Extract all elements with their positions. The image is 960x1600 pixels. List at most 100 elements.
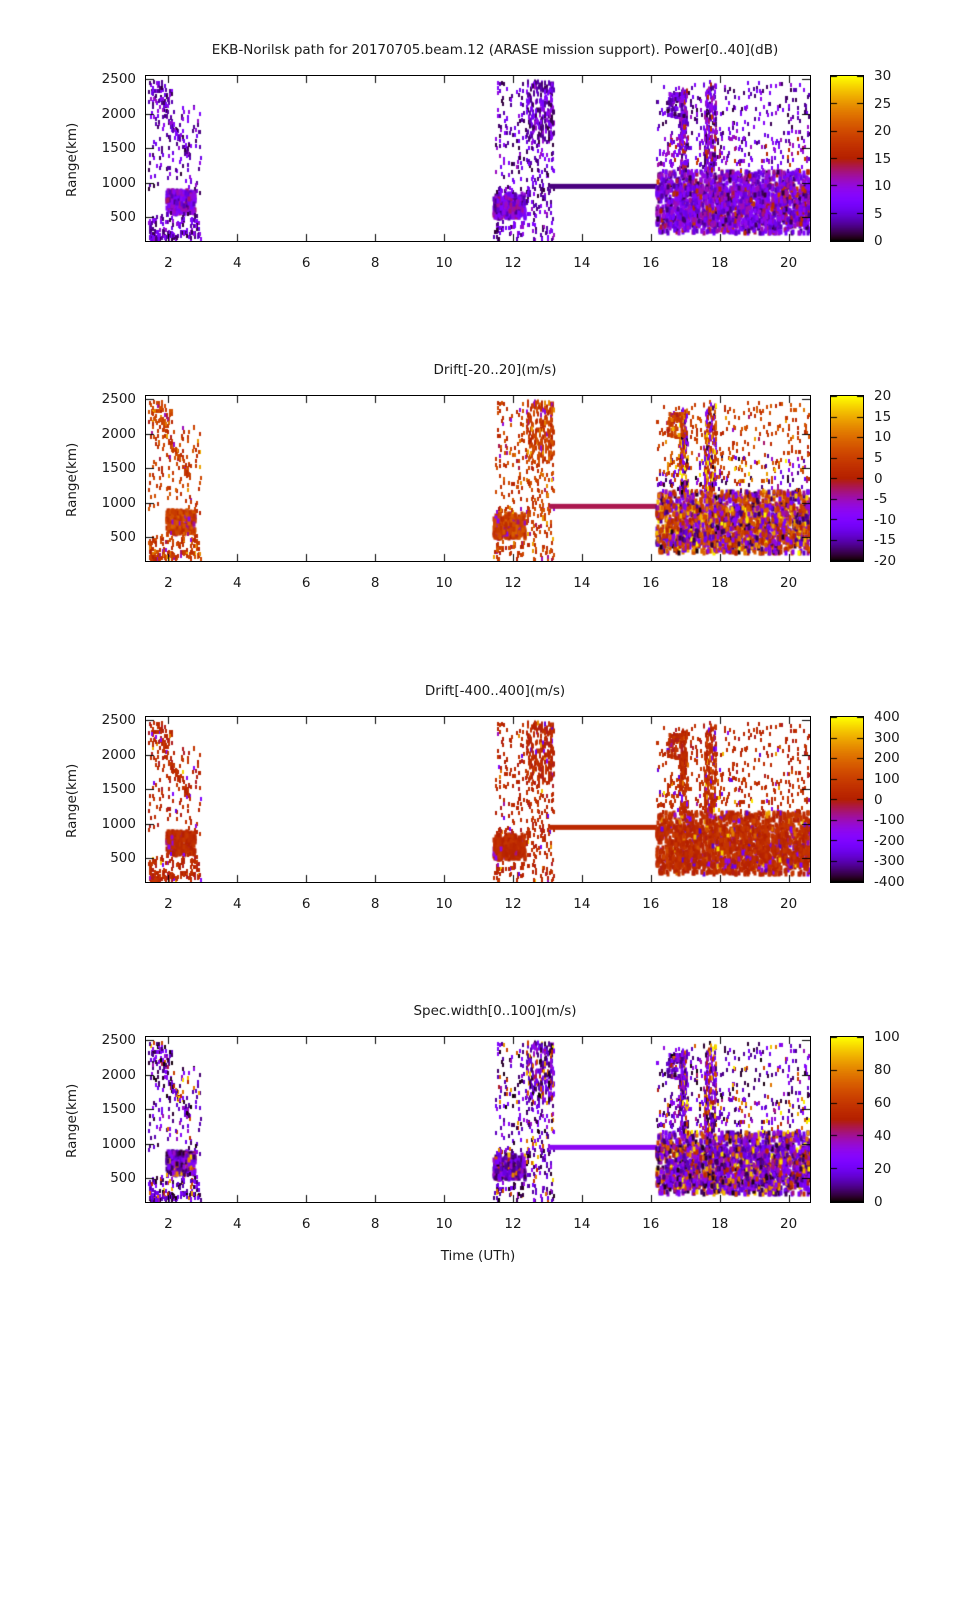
- colorbar-tick-label: 0: [874, 233, 883, 249]
- colorbar-border: [830, 716, 864, 883]
- x-tick-label: 4: [233, 575, 242, 591]
- x-tick-label: 2: [164, 255, 173, 271]
- x-tick-label: 6: [301, 575, 311, 591]
- colorbar-tick-label: 15: [874, 150, 892, 167]
- x-tick-label: 16: [642, 896, 660, 912]
- colorbar-tick-label: -15: [874, 532, 897, 549]
- panel-title: EKB-Norilsk path for 20170705.beam.12 (A…: [211, 42, 779, 58]
- colorbar-tick-label: 0: [874, 470, 883, 487]
- y-tick-label: 1000: [101, 815, 136, 832]
- x-tick-label: 12: [504, 896, 522, 912]
- y-tick-label: 500: [110, 528, 136, 545]
- panel-title: Drift[-20..20](m/s): [433, 362, 557, 378]
- x-tick-label: 18: [711, 1216, 729, 1232]
- y-tick-label: 1500: [101, 460, 136, 477]
- x-tick-label: 10: [435, 1216, 453, 1232]
- x-tick-label: 20: [780, 255, 798, 271]
- colorbar-tick-label: 5: [874, 449, 883, 466]
- colorbar-tick-label: 15: [874, 408, 892, 425]
- x-tick-label: 14: [573, 1216, 591, 1232]
- colorbar-tick-label: 25: [874, 95, 892, 112]
- x-tick-label: 8: [370, 896, 380, 912]
- x-tick-label: 2: [164, 896, 173, 912]
- colorbar-canvas-drift20: [831, 396, 863, 561]
- y-tick-label: 2000: [101, 1066, 136, 1083]
- colorbar-tick-label: 0: [874, 1194, 883, 1210]
- y-tick-label: 1500: [101, 1101, 136, 1118]
- colorbar-tick-label: -200: [874, 832, 905, 849]
- x-tick-label: 8: [370, 575, 380, 591]
- x-tick-label: 2: [164, 575, 173, 591]
- x-tick-label: 14: [573, 255, 591, 271]
- colorbar-tick-label: 40: [874, 1128, 892, 1144]
- x-tick-label: 4: [233, 1216, 242, 1232]
- x-tick-label: 6: [301, 896, 311, 912]
- colorbar-tick-label: 10: [874, 178, 892, 194]
- colorbar-tick-label: 5: [874, 205, 883, 222]
- colorbar-border: [830, 395, 864, 562]
- colorbar-tick-label: 80: [874, 1062, 892, 1078]
- x-tick-label: 20: [780, 896, 798, 912]
- y-tick-label: 2500: [101, 391, 136, 408]
- scatter-plot-canvas-power: [146, 76, 810, 241]
- y-tick-label: 1500: [101, 140, 136, 157]
- colorbar-tick-label: 300: [874, 729, 900, 746]
- y-tick-label: 1000: [101, 1135, 136, 1152]
- plot-border: [145, 716, 811, 883]
- colorbar-tick-label: 100: [874, 770, 900, 787]
- x-tick-label: 14: [573, 575, 591, 591]
- scatter-plot-canvas-spec: [146, 1037, 810, 1202]
- colorbar-tick-label: 200: [874, 750, 900, 767]
- x-tick-label: 10: [435, 575, 453, 591]
- colorbar-tick-label: 100: [874, 1029, 900, 1045]
- x-tick-label: 8: [370, 1216, 380, 1232]
- colorbar-tick-label: -20: [874, 553, 897, 569]
- colorbar-tick-label: -400: [874, 874, 905, 890]
- x-tick-label: 12: [504, 575, 522, 591]
- x-tick-label: 18: [711, 575, 729, 591]
- x-axis-label: Time (UTh): [440, 1248, 516, 1264]
- scatter-plot-canvas-drift20: [146, 396, 810, 561]
- colorbar-tick-label: -100: [874, 812, 905, 829]
- x-tick-label: 4: [233, 896, 242, 912]
- y-tick-label: 2000: [101, 105, 136, 122]
- x-tick-label: 14: [573, 896, 591, 912]
- colorbar-canvas-drift400: [831, 717, 863, 882]
- y-tick-label: 2500: [101, 1032, 136, 1049]
- y-tick-label: 500: [110, 1169, 136, 1186]
- panel-title: Spec.width[0..100](m/s): [413, 1003, 577, 1019]
- x-tick-label: 12: [504, 1216, 522, 1232]
- y-tick-label: 1000: [101, 494, 136, 511]
- colorbar-tick-label: 0: [874, 791, 883, 808]
- x-tick-label: 18: [711, 255, 729, 271]
- y-tick-label: 2500: [101, 71, 136, 88]
- x-tick-label: 8: [370, 255, 380, 271]
- x-tick-label: 16: [642, 575, 660, 591]
- x-tick-label: 6: [301, 1216, 311, 1232]
- colorbar-tick-label: 20: [874, 123, 892, 139]
- y-tick-label: 2000: [101, 425, 136, 442]
- x-tick-label: 10: [435, 255, 453, 271]
- y-tick-label: 500: [110, 849, 136, 866]
- colorbar-border: [830, 1036, 864, 1203]
- x-tick-label: 10: [435, 896, 453, 912]
- colorbar-tick-label: -300: [874, 853, 905, 870]
- plot-border: [145, 395, 811, 562]
- colorbar-tick-label: -10: [874, 511, 897, 528]
- y-tick-label: 2000: [101, 746, 136, 763]
- y-tick-label: 1500: [101, 781, 136, 798]
- x-tick-label: 20: [780, 575, 798, 591]
- colorbar-tick-label: 10: [874, 429, 892, 446]
- y-tick-label: 2500: [101, 712, 136, 729]
- x-tick-label: 6: [301, 255, 311, 271]
- colorbar-border: [830, 75, 864, 242]
- colorbar-tick-label: 20: [874, 1161, 892, 1177]
- colorbar-tick-label: 60: [874, 1095, 892, 1111]
- scatter-plot-canvas-drift400: [146, 717, 810, 882]
- colorbar-canvas-power: [831, 76, 863, 241]
- colorbar-canvas-spec: [831, 1037, 863, 1202]
- plot-border: [145, 75, 811, 242]
- x-tick-label: 12: [504, 255, 522, 271]
- y-tick-label: 1000: [101, 174, 136, 191]
- colorbar-tick-label: 30: [874, 68, 892, 84]
